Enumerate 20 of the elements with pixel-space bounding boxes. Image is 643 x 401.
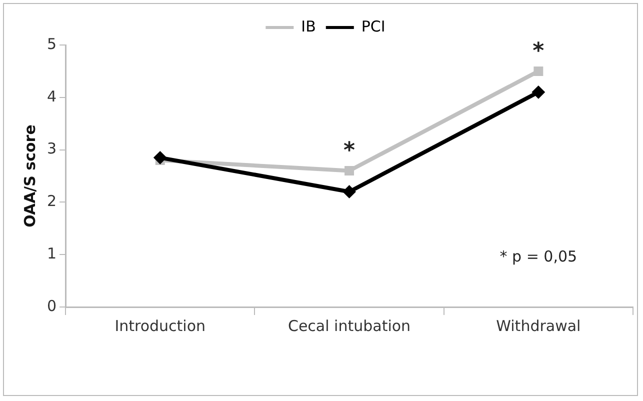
point xyxy=(342,185,356,198)
y-tick-label: 2 xyxy=(46,192,57,210)
legend-label: IB xyxy=(301,17,316,36)
y-tick-label: 5 xyxy=(46,34,57,53)
annotation: * p = 0,05 xyxy=(500,247,578,266)
legend-label: PCI xyxy=(361,17,386,36)
x-tick-label: Cecal intubation xyxy=(288,316,411,335)
y-tick-label: 3 xyxy=(46,140,57,158)
x-tick-label: Introduction xyxy=(114,316,206,335)
point xyxy=(154,151,167,164)
point xyxy=(344,166,354,176)
point xyxy=(534,66,544,76)
y-axis-title: OAA/S score xyxy=(20,124,39,228)
annotation: * xyxy=(532,38,545,64)
y-tick-label: 0 xyxy=(46,296,57,315)
annotation: * xyxy=(344,138,356,164)
y-tick-label: 1 xyxy=(46,244,57,262)
point xyxy=(532,86,545,99)
x-tick-label: Withdrawal xyxy=(496,316,581,335)
y-tick-label: 4 xyxy=(46,87,57,106)
